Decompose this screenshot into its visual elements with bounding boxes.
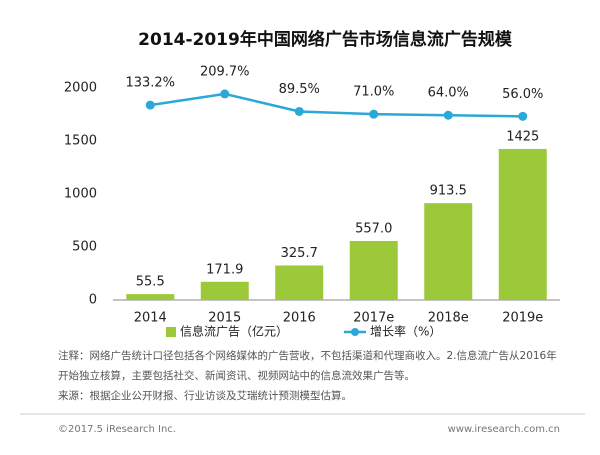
bar-value-label: 55.5 [136, 275, 165, 290]
source: 来源：根据企业公开财报、行业访谈及艾瑞统计预测模型估算。 [58, 390, 352, 402]
y-tick-label: 0 [89, 293, 97, 308]
line-point [145, 100, 155, 110]
y-tick-label: 500 [72, 240, 97, 255]
line-point [518, 111, 528, 121]
x-tick-label: 2014 [134, 311, 167, 326]
x-tick-label: 2015 [208, 311, 241, 326]
legend-label: 信息流广告（亿元） [180, 324, 288, 339]
line-value-label: 133.2% [125, 76, 175, 91]
bar [200, 281, 249, 300]
bar-value-label: 557.0 [355, 221, 392, 236]
x-tick-label: 2016 [283, 311, 316, 326]
line-value-label: 56.0% [502, 87, 543, 102]
x-tick-label: 2019e [502, 311, 543, 326]
line-point [294, 106, 304, 116]
bar-value-label: 913.5 [430, 184, 467, 199]
x-tick-label: 2017e [353, 311, 394, 326]
line-value-label: 209.7% [200, 64, 250, 79]
line-point [443, 110, 453, 120]
legend-swatch [351, 328, 359, 336]
chart-title: 2014-2019年中国网络广告市场信息流广告规模 [138, 29, 513, 50]
bar [349, 240, 398, 300]
bar [498, 148, 547, 300]
note: 注释：网络广告统计口径包括各个网络媒体的广告营收，不包括渠道和代理商收入。2.信… [58, 350, 557, 382]
line-value-label: 89.5% [279, 82, 320, 97]
line-point [220, 89, 230, 99]
x-tick-label: 2018e [428, 311, 469, 326]
legend-swatch [166, 327, 176, 337]
y-tick-label: 2000 [64, 81, 97, 96]
line-value-label: 64.0% [428, 86, 469, 101]
copyright: ©2017.5 iResearch Inc. [58, 424, 176, 435]
bar-value-label: 325.7 [281, 246, 318, 261]
bar [424, 203, 473, 300]
legend-label: 增长率（%） [370, 324, 441, 339]
line [150, 92, 523, 118]
website: www.iresearch.com.cn [447, 424, 560, 435]
bar [126, 294, 175, 300]
bar-value-label: 171.9 [206, 262, 243, 277]
line-value-label: 71.0% [353, 85, 394, 100]
bar [275, 265, 324, 300]
y-tick-label: 1500 [64, 134, 97, 149]
line-point [369, 109, 379, 119]
bar-value-label: 1425 [506, 129, 539, 144]
y-tick-label: 1000 [64, 187, 97, 202]
